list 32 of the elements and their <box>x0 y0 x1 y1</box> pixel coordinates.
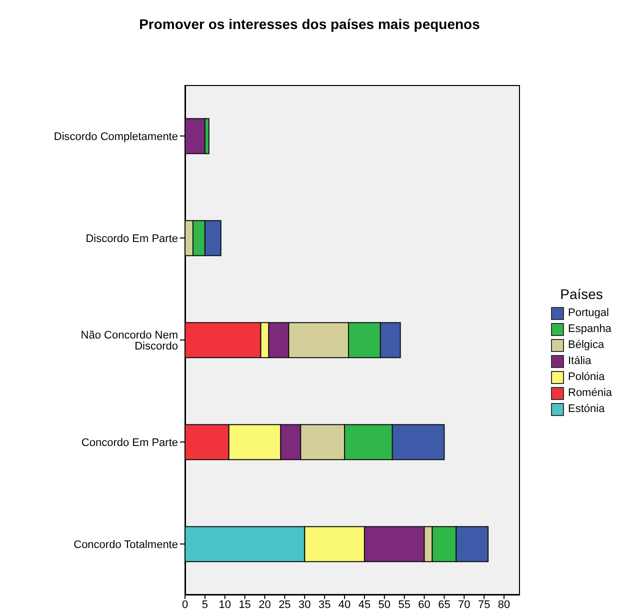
y-tick-label: Concordo Totalmente <box>74 538 178 551</box>
x-tick-label: 30 <box>298 598 311 611</box>
x-tick-label: 70 <box>458 598 470 611</box>
x-tick-label: 55 <box>398 598 410 611</box>
legend-label: Roménia <box>568 387 612 399</box>
y-tick-label: Discordo Completamente <box>54 130 178 143</box>
x-tick-label: 25 <box>278 598 291 611</box>
x-tick-label: 80 <box>498 598 510 611</box>
x-tick-label: 0 <box>182 598 188 611</box>
legend-label: Portugal <box>568 307 609 319</box>
chart-title: Promover os interesses dos países mais pequenos <box>138 16 481 32</box>
legend-label: Polónia <box>568 371 605 383</box>
legend-label: Bélgica <box>568 339 604 351</box>
x-tick-label: 35 <box>318 598 331 611</box>
legend-label: Estónia <box>568 403 605 415</box>
x-tick-label: 50 <box>378 598 391 611</box>
x-tick-label: 5 <box>202 598 208 611</box>
y-tick-label: Discordo Em Parte <box>86 232 178 245</box>
x-tick-label: 65 <box>438 598 450 611</box>
y-tick-label: Concordo Em Parte <box>81 436 178 449</box>
x-tick-label: 10 <box>218 598 232 611</box>
x-tick-label: 20 <box>258 598 271 611</box>
x-tick-label: 75 <box>478 598 490 611</box>
x-tick-label: 40 <box>338 598 351 611</box>
legend-label: Espanha <box>568 323 612 335</box>
legend-label: Itália <box>568 355 592 367</box>
legend-title: Países <box>559 286 604 302</box>
x-tick-label: 45 <box>358 598 371 611</box>
y-tick-label: Não Concordo Nem Discordo <box>80 329 178 352</box>
x-tick-label: 15 <box>238 598 251 611</box>
bar <box>185 118 206 154</box>
x-tick-label: 60 <box>418 598 430 611</box>
